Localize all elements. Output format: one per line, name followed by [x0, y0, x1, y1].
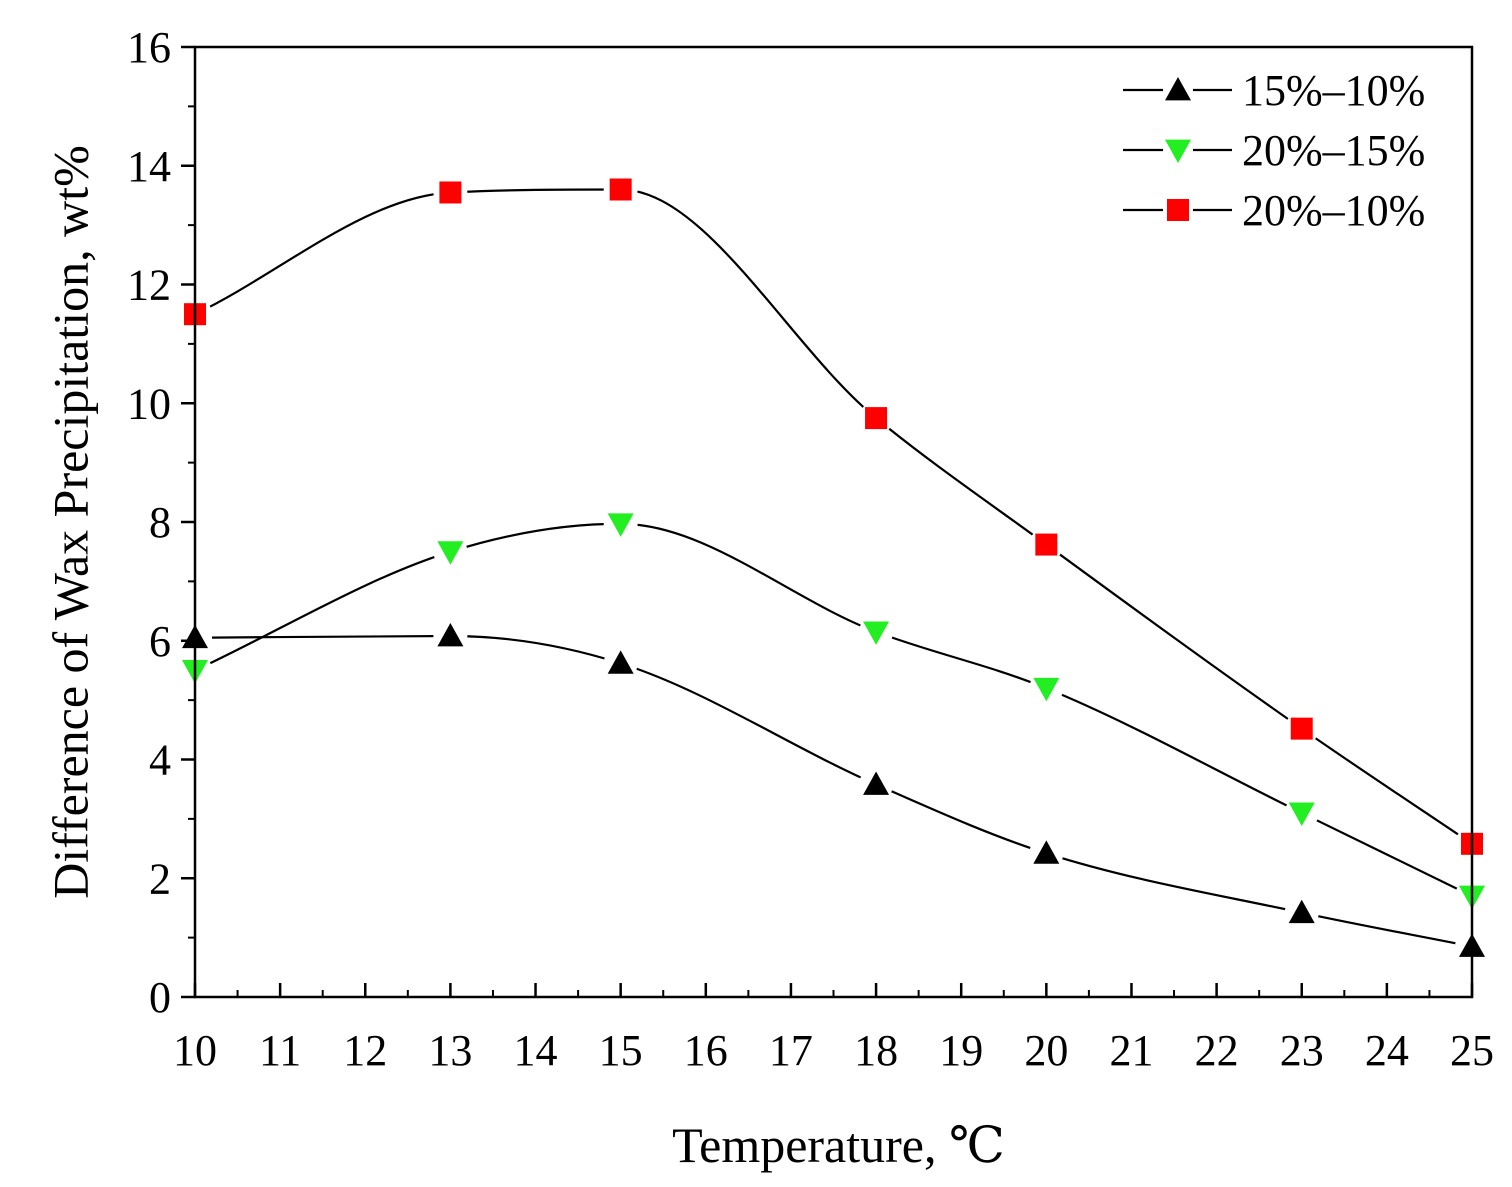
data-point — [607, 513, 634, 537]
x-tick-label: 17 — [769, 1026, 813, 1075]
series-curves — [194, 188, 1473, 948]
data-point — [1288, 802, 1315, 826]
x-tick-label: 14 — [514, 1026, 558, 1075]
y-tick-label: 16 — [127, 23, 171, 72]
x-tick-label: 24 — [1365, 1026, 1409, 1075]
legend-label: 20%–10% — [1242, 186, 1425, 235]
x-tick-label: 12 — [343, 1026, 387, 1075]
data-point — [437, 541, 464, 565]
x-tick-label: 20 — [1024, 1026, 1068, 1075]
data-point — [609, 178, 632, 201]
y-tick-label: 12 — [127, 261, 171, 310]
y-tick-label: 4 — [149, 736, 171, 785]
series-line — [194, 522, 1473, 898]
x-tick-label: 15 — [599, 1026, 643, 1075]
legend: 15%–10% 20%–15% 20%–10% — [1123, 66, 1425, 235]
series-markers — [178, 172, 1489, 964]
y-tick-label: 2 — [149, 854, 171, 903]
data-point — [607, 650, 634, 674]
legend-marker — [1167, 199, 1189, 221]
series-line — [194, 188, 1473, 845]
x-tick-label: 16 — [684, 1026, 728, 1075]
data-point — [1033, 840, 1060, 864]
data-point — [1288, 899, 1315, 924]
y-tick-label: 6 — [149, 617, 171, 666]
legend-marker — [1165, 77, 1191, 101]
data-point — [865, 407, 888, 430]
data-point — [1290, 717, 1313, 740]
y-tick-label: 0 — [149, 973, 171, 1022]
y-tick-label: 10 — [127, 379, 171, 428]
y-axis-title: Difference of Wax Precipitation, wt% — [43, 145, 99, 899]
x-tick-label: 25 — [1450, 1026, 1494, 1075]
x-tick-label: 22 — [1195, 1026, 1239, 1075]
y-tick-label: 8 — [149, 498, 171, 547]
data-point — [437, 623, 464, 647]
x-tick-label: 23 — [1280, 1026, 1324, 1075]
y-axis-ticks: 0 2 4 6 8 10 12 14 16 — [127, 23, 195, 1022]
x-tick-label: 18 — [854, 1026, 898, 1075]
x-tick-label: 13 — [428, 1026, 472, 1075]
legend-marker — [1165, 139, 1191, 163]
data-point — [863, 621, 890, 645]
series-line — [194, 634, 1473, 948]
data-point — [1035, 533, 1058, 556]
y-tick-label: 14 — [127, 142, 171, 191]
data-point — [439, 181, 462, 204]
x-axis-ticks: 10 11 12 13 14 15 16 17 18 19 20 21 22 23 24 25 — [173, 983, 1494, 1075]
x-axis-title: Temperature, ℃ — [672, 1117, 1005, 1173]
x-tick-label: 11 — [259, 1026, 301, 1075]
legend-label: 15%–10% — [1242, 66, 1425, 115]
x-tick-label: 19 — [939, 1026, 983, 1075]
data-point — [1033, 677, 1060, 702]
legend-label: 20%–15% — [1242, 126, 1425, 175]
x-tick-label: 21 — [1109, 1026, 1153, 1075]
data-point — [863, 771, 890, 795]
x-tick-label: 10 — [173, 1026, 217, 1075]
